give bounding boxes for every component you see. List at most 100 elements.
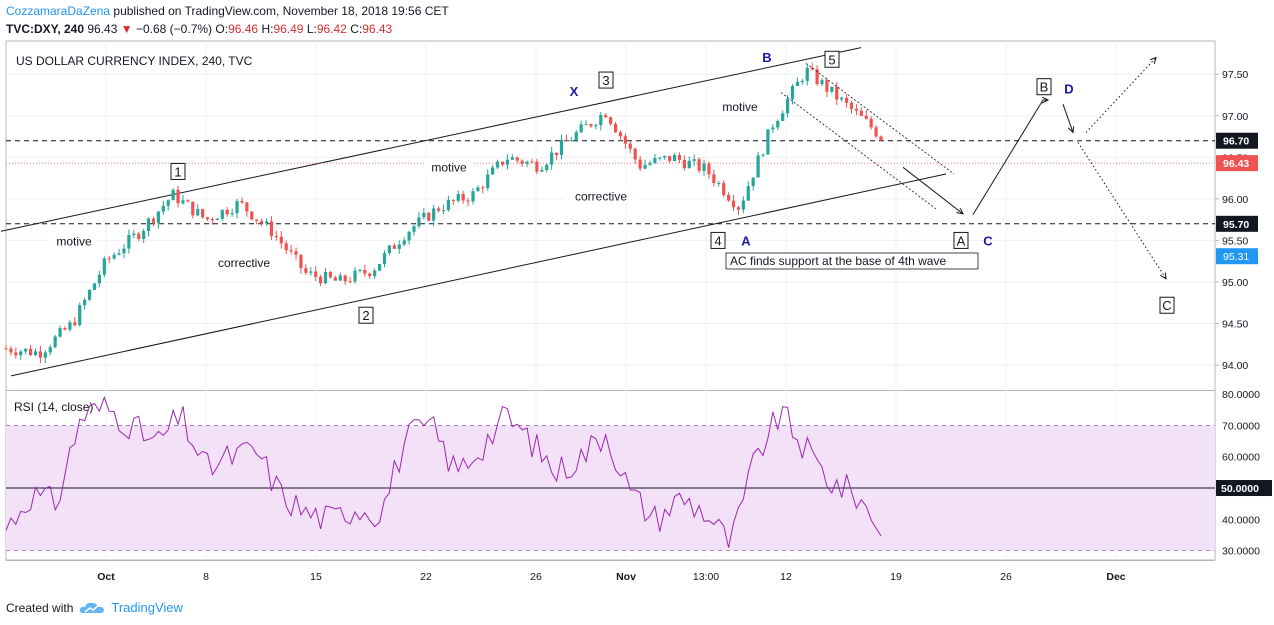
time-tick-label: 26 (530, 571, 542, 583)
wave-text-label: motive (56, 234, 92, 248)
candle-body (299, 254, 303, 269)
candle-body (692, 159, 696, 161)
wave-number-label: X (570, 84, 579, 99)
last-price-badge-label: 96.43 (1223, 158, 1249, 170)
candle-body (520, 160, 524, 164)
author-link[interactable]: CozzamaraDaZena (6, 4, 111, 18)
candle-body (186, 200, 190, 202)
candle-body (264, 221, 269, 224)
candle-body (161, 205, 165, 212)
price-tick-label: 97.50 (1222, 69, 1248, 81)
candle-body (58, 328, 62, 337)
candle-body (648, 163, 652, 165)
last-price-badge (1216, 155, 1258, 172)
candle-body (604, 115, 608, 118)
candle-body (712, 174, 716, 184)
wave-text-label: motive (722, 100, 758, 114)
candle-body (800, 80, 804, 82)
wave-number-label: 1 (174, 164, 181, 179)
wave-number-label: A (741, 233, 751, 248)
candle-body (122, 248, 126, 254)
high-label: H: (261, 22, 274, 36)
candle-body (73, 322, 77, 326)
open-value: 96.46 (228, 22, 259, 36)
candle-body (156, 211, 160, 223)
candle-body (181, 200, 185, 204)
candle-body (333, 277, 337, 281)
candle-body (176, 189, 180, 204)
time-tick-label: 22 (420, 571, 432, 583)
candle-body (127, 234, 131, 249)
wave-label-bg (50, 232, 98, 249)
channel-line (10, 173, 947, 377)
candle-body (279, 236, 283, 244)
down-arrow-icon: ▼ (120, 22, 133, 36)
candle-body (599, 115, 603, 126)
candle-body (235, 200, 239, 214)
time-tick-label: 26 (1000, 571, 1012, 583)
candle-body (668, 155, 672, 161)
level-badge (1216, 132, 1258, 149)
wave-number-box (598, 71, 614, 89)
candle-body (564, 139, 568, 142)
price-pane-title: US DOLLAR CURRENCY INDEX, 240, TVC (16, 54, 253, 68)
rsi-tick-label: 80.0000 (1222, 389, 1260, 401)
candle-body (201, 209, 205, 218)
level-badge (1216, 215, 1258, 232)
projection-to-a (902, 166, 963, 214)
candle-body (19, 351, 23, 356)
candle-body (260, 220, 264, 224)
rsi-tick-label: 60.0000 (1222, 452, 1260, 464)
projection-up-dotted (1085, 58, 1156, 133)
candle-body (397, 244, 401, 249)
candle-body (191, 201, 195, 216)
candle-body (78, 305, 82, 326)
candle-body (14, 352, 18, 356)
last-price: 96.43 (87, 22, 118, 36)
close-value: 96.43 (362, 22, 393, 36)
candle-body (407, 231, 411, 241)
annotation-text: AC finds support at the base of 4th wave (730, 254, 946, 268)
candle-body (48, 347, 52, 353)
candle-body (491, 167, 495, 175)
wave-label-bg (564, 187, 638, 204)
level-badge-label: 96.70 (1223, 136, 1249, 148)
tradingview-brand-link[interactable]: TradingView (111, 600, 183, 615)
candle-body (466, 200, 470, 202)
candle-body (761, 154, 765, 156)
candle-body (284, 243, 288, 251)
candle-body (289, 250, 293, 252)
wave-number-box (170, 162, 186, 180)
candle-body (215, 218, 219, 221)
candle-body (574, 132, 578, 141)
candle-body (766, 129, 770, 155)
candle-body (643, 164, 647, 169)
candle-body (358, 269, 362, 271)
candle-body (584, 124, 588, 126)
candle-body (545, 164, 549, 171)
candle-body (319, 276, 323, 284)
wave-label-bg (207, 254, 281, 271)
candle-body (205, 217, 210, 220)
candle-body (255, 219, 259, 221)
candle-body (623, 136, 627, 144)
candle-body (28, 348, 33, 356)
wave-number-label: D (1064, 81, 1073, 96)
candle-body (353, 270, 357, 282)
candle-body (702, 163, 706, 171)
candle-body (859, 110, 863, 116)
wave-text-label: corrective (218, 256, 270, 270)
wave-number-label: 5 (828, 52, 835, 67)
candle-body (790, 85, 795, 100)
tradingview-cloud-icon (80, 602, 105, 613)
candle-body (97, 274, 101, 284)
low-label: L: (306, 22, 317, 36)
time-tick-label: 19 (890, 571, 902, 583)
candle-body (446, 199, 451, 211)
candle-body (672, 155, 677, 161)
candle-body (38, 351, 43, 358)
candle-body (9, 348, 13, 353)
candle-body (412, 226, 416, 232)
candle-body (481, 187, 485, 189)
